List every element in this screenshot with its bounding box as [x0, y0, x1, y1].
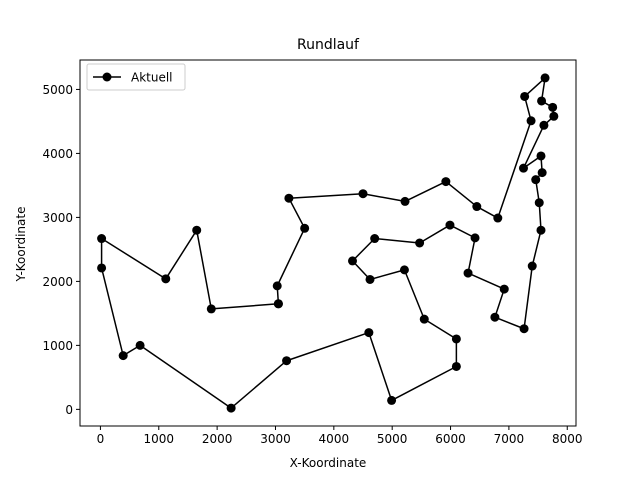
y-tick-label: 3000 [42, 211, 73, 225]
data-point [97, 263, 107, 273]
data-point [387, 395, 397, 405]
data-point [206, 304, 216, 314]
data-point [463, 268, 473, 278]
data-point [519, 324, 529, 334]
data-point [364, 328, 374, 338]
y-tick-label: 2000 [42, 275, 73, 289]
data-point [161, 274, 171, 284]
data-point [399, 265, 409, 275]
legend: Aktuell [86, 63, 186, 91]
data-point [135, 340, 145, 350]
x-tick-label: 6000 [435, 432, 466, 446]
data-point [400, 196, 410, 206]
data-point [451, 334, 461, 344]
legend-box [86, 63, 186, 91]
plot-frame [79, 59, 577, 427]
data-point [445, 220, 455, 230]
data-point [273, 299, 283, 309]
x-tick-label: 8000 [552, 432, 583, 446]
data-point [470, 233, 480, 243]
data-point [490, 312, 500, 322]
data-point [97, 234, 107, 244]
data-point [370, 234, 380, 244]
data-point [451, 361, 461, 371]
data-point [499, 284, 509, 294]
data-point [348, 256, 358, 266]
x-tick-label: 2000 [202, 432, 233, 446]
data-point [527, 261, 537, 271]
data-point [539, 120, 549, 130]
x-tick-label: 5000 [377, 432, 408, 446]
y-tick-label: 5000 [42, 83, 73, 97]
data-point [537, 168, 547, 178]
data-point [272, 281, 282, 291]
x-tick-label: 7000 [494, 432, 525, 446]
x-tick-label: 0 [97, 432, 105, 446]
plot-area: 0 1000 2000 3000 4000 5000 6000 7000 8000 0 1000 20… [42, 59, 583, 446]
data-point [536, 225, 546, 235]
legend-marker-swatch [102, 72, 112, 82]
y-tick-label: 0 [65, 403, 73, 417]
data-point [548, 102, 558, 112]
data-point [536, 151, 546, 161]
x-tick-label: 3000 [260, 432, 291, 446]
data-point [520, 91, 530, 101]
legend-label: Aktuell [131, 71, 173, 85]
y-tick-label: 1000 [42, 339, 73, 353]
data-point [415, 238, 425, 248]
data-point [118, 351, 128, 361]
data-point [472, 202, 482, 212]
data-point [282, 356, 292, 366]
data-point [192, 225, 202, 235]
data-point [537, 96, 547, 106]
data-point [526, 116, 536, 126]
y-axis-label: Y-Koordinate [14, 207, 28, 283]
chart-title: Rundlauf [297, 37, 360, 53]
x-axis-label: X-Koordinate [290, 456, 367, 470]
data-point [540, 73, 550, 83]
x-tick-label: 1000 [144, 432, 175, 446]
data-point [518, 163, 528, 173]
data-point [365, 274, 375, 284]
x-tick-label: 4000 [319, 432, 350, 446]
data-point [549, 111, 559, 121]
y-tick-label: 4000 [42, 147, 73, 161]
data-point [493, 213, 503, 223]
data-point [226, 403, 236, 413]
data-point [300, 223, 310, 233]
data-point [531, 175, 541, 185]
data-point [284, 193, 294, 203]
data-point [419, 314, 429, 324]
data-point [358, 189, 368, 199]
data-point [441, 177, 451, 187]
data-point [534, 198, 544, 208]
